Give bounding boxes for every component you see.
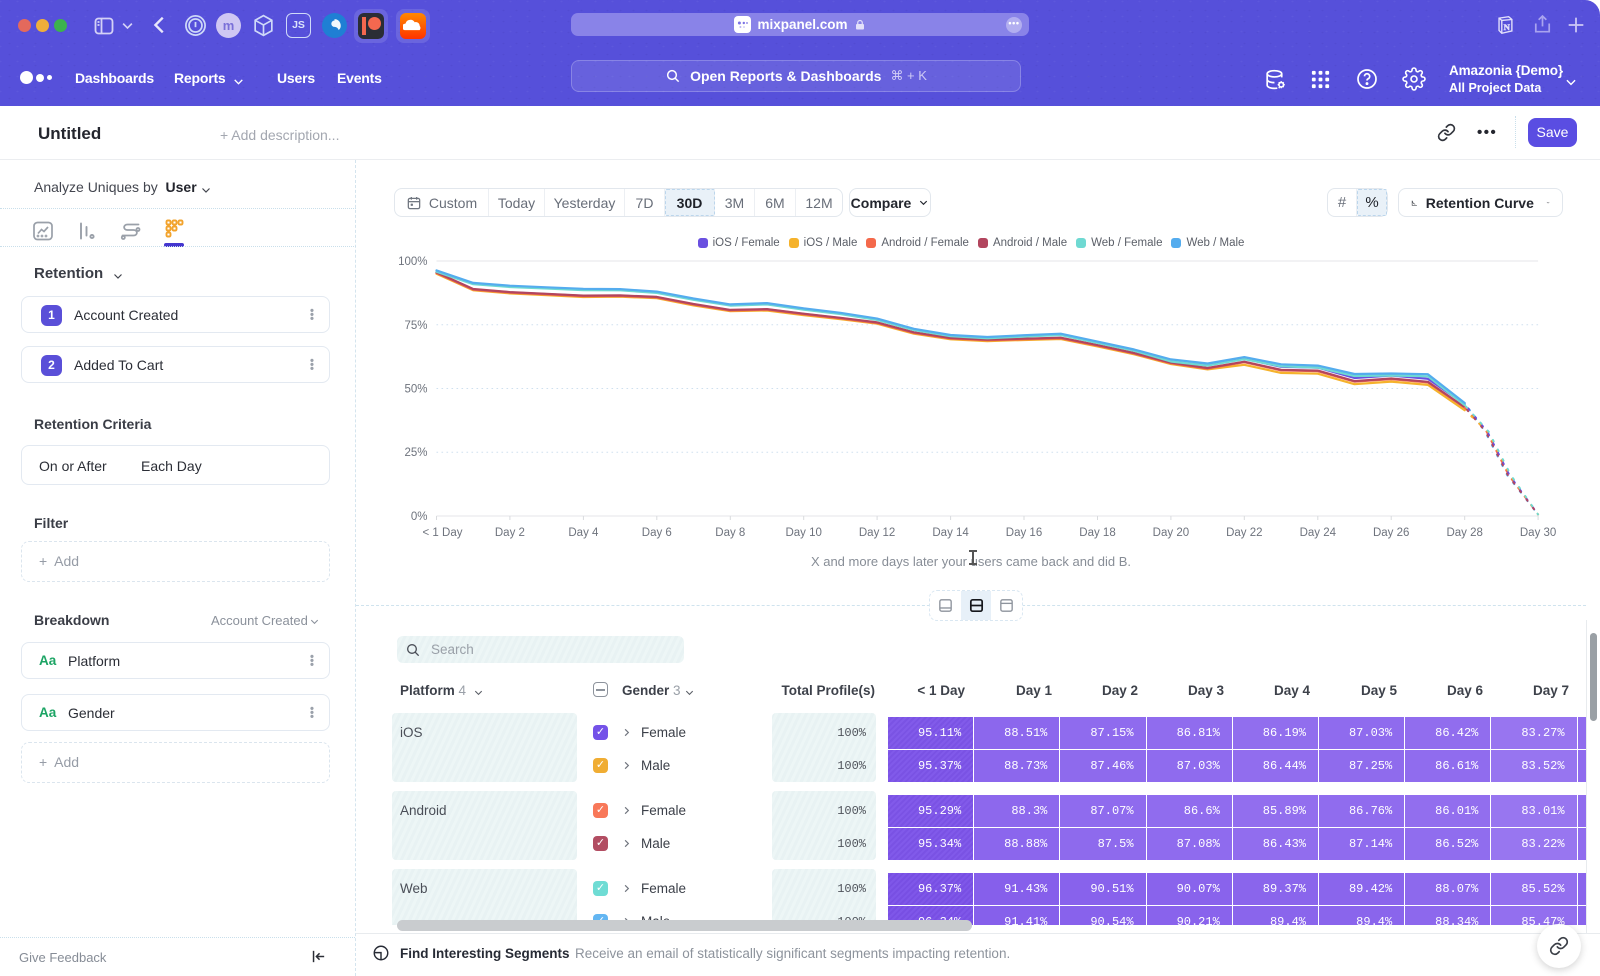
svg-text:N: N [1504,22,1511,32]
svg-text:100%: 100% [398,256,427,268]
svg-text:0%: 0% [411,511,428,523]
svg-text:Day 12: Day 12 [859,527,895,539]
svg-text:Day 10: Day 10 [785,527,821,539]
svg-text:75%: 75% [404,320,427,332]
svg-text:Day 24: Day 24 [1300,527,1337,539]
svg-text:Day 26: Day 26 [1373,527,1409,539]
svg-text:Day 16: Day 16 [1006,527,1042,539]
svg-text:25%: 25% [404,447,427,459]
svg-text:50%: 50% [404,384,427,396]
svg-text:Day 8: Day 8 [715,527,745,539]
svg-text:Day 4: Day 4 [568,527,599,539]
svg-text:Day 14: Day 14 [932,527,969,539]
svg-text:Day 22: Day 22 [1226,527,1262,539]
svg-text:Day 18: Day 18 [1079,527,1115,539]
svg-text:< 1 Day: < 1 Day [423,527,463,539]
svg-text:Day 6: Day 6 [642,527,672,539]
svg-text:Day 20: Day 20 [1153,527,1189,539]
svg-text:Day 2: Day 2 [495,527,525,539]
svg-text:Day 28: Day 28 [1446,527,1482,539]
svg-text:Day 30: Day 30 [1520,527,1556,539]
